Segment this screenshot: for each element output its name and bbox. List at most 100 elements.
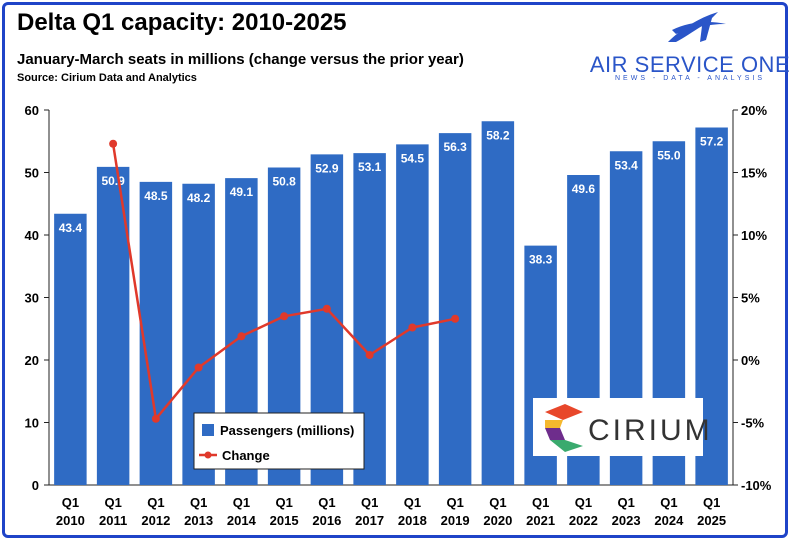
y-tick-label-left-1: 10 bbox=[25, 416, 39, 431]
category-label-year-3: 2013 bbox=[184, 513, 213, 528]
bar-label-2022: 49.6 bbox=[572, 182, 596, 196]
cirium-mark-purple bbox=[545, 428, 565, 440]
change-point-2012 bbox=[151, 414, 160, 423]
category-label-quarter-4: Q1 bbox=[233, 495, 250, 510]
chart-subtitle: January-March seats in millions (change … bbox=[17, 51, 464, 68]
chart-title: Delta Q1 capacity: 2010-2025 bbox=[17, 9, 347, 36]
category-label-year-11: 2021 bbox=[526, 513, 555, 528]
chart-axes: 0 10 20 30 40 50 60 -10% -5% 0% 5% 10% 15% 20% bbox=[25, 103, 772, 493]
legend-box bbox=[193, 412, 365, 470]
aso-swoosh-icon bbox=[672, 22, 726, 34]
bar-2020 bbox=[481, 121, 515, 485]
change-point-2019 bbox=[451, 314, 460, 323]
bar-label-2018: 54.5 bbox=[401, 151, 425, 165]
category-label-year-15: 2025 bbox=[697, 513, 726, 528]
legend: Passengers (millions) Change bbox=[193, 412, 365, 470]
bar-2019 bbox=[438, 133, 472, 485]
y-tick-label-left-3: 30 bbox=[25, 291, 39, 306]
change-point-2017 bbox=[365, 351, 374, 359]
bar-label-2014: 49.1 bbox=[230, 185, 254, 199]
bar-label-2024: 55.0 bbox=[657, 148, 681, 162]
category-label-quarter-9: Q1 bbox=[446, 495, 463, 510]
bar-label-2013: 48.2 bbox=[187, 191, 211, 205]
cirium-brand-name: CIRIUM bbox=[588, 414, 713, 447]
legend-swatch-passengers bbox=[202, 424, 214, 436]
aso-brand-name: AIR SERVICE ONE bbox=[590, 52, 790, 77]
y-tick-label-left-2: 20 bbox=[25, 353, 39, 368]
category-label-quarter-8: Q1 bbox=[404, 495, 421, 510]
y-tick-label-right-5: 15% bbox=[741, 166, 767, 181]
bar-label-2023: 53.4 bbox=[614, 158, 638, 172]
bar-2018 bbox=[396, 144, 429, 485]
y-tick-label-left-0: 0 bbox=[32, 478, 39, 493]
bar-label-2021: 38.3 bbox=[529, 253, 553, 267]
category-label-year-12: 2022 bbox=[569, 513, 598, 528]
bar-label-2016: 52.9 bbox=[315, 161, 339, 175]
y-tick-label-left-5: 50 bbox=[25, 166, 39, 181]
category-label-year-14: 2024 bbox=[654, 513, 684, 528]
y-tick-label-right-3: 5% bbox=[741, 291, 760, 306]
aso-brand-tagline: NEWS - DATA - ANALYSIS bbox=[615, 75, 765, 82]
bar-label-2020: 58.2 bbox=[486, 128, 510, 142]
category-label-quarter-14: Q1 bbox=[660, 495, 677, 510]
category-label-year-9: 2019 bbox=[441, 513, 470, 528]
cirium-mark-yellow bbox=[545, 420, 563, 428]
category-label-year-2: 2012 bbox=[141, 513, 170, 528]
change-point-2018 bbox=[408, 323, 417, 332]
bar-label-2015: 50.8 bbox=[272, 175, 296, 189]
cirium-mark-green bbox=[550, 440, 583, 452]
category-label-year-8: 2018 bbox=[398, 513, 427, 528]
category-label-quarter-7: Q1 bbox=[361, 495, 378, 510]
change-point-2016 bbox=[322, 304, 331, 313]
y-tick-label-right-4: 10% bbox=[741, 228, 767, 243]
legend-label-change: Change bbox=[222, 448, 270, 463]
category-label-quarter-0: Q1 bbox=[62, 495, 79, 510]
category-label-quarter-13: Q1 bbox=[617, 495, 634, 510]
bar-label-2025: 57.2 bbox=[700, 135, 724, 149]
change-line-group bbox=[109, 139, 460, 423]
bar-labels-group: 43.4 50.9 48.5 48.2 49.1 50.8 52.9 53.1 54.5 56.3… bbox=[59, 128, 724, 266]
category-label-quarter-3: Q1 bbox=[190, 495, 207, 510]
category-label-year-0: 2010 bbox=[56, 513, 85, 528]
category-label-quarter-6: Q1 bbox=[318, 495, 335, 510]
category-label-year-5: 2015 bbox=[270, 513, 299, 528]
category-label-quarter-1: Q1 bbox=[104, 495, 121, 510]
category-label-year-10: 2020 bbox=[483, 513, 512, 528]
category-label-quarter-12: Q1 bbox=[575, 495, 592, 510]
bar-2010 bbox=[54, 213, 87, 485]
legend-swatch-change-dot bbox=[204, 451, 212, 459]
category-label-quarter-2: Q1 bbox=[147, 495, 164, 510]
cirium-logo: CIRIUM bbox=[533, 398, 713, 456]
category-label-quarter-10: Q1 bbox=[489, 495, 506, 510]
y-tick-label-right-1: -5% bbox=[741, 416, 765, 431]
y-tick-label-left-4: 40 bbox=[25, 228, 39, 243]
legend-label-passengers: Passengers (millions) bbox=[220, 423, 354, 438]
bar-label-2012: 48.5 bbox=[144, 189, 168, 203]
bar-label-2010: 43.4 bbox=[59, 221, 83, 235]
category-labels-group: Q1 2010 Q1 2011 Q1 2012 Q1 2013 Q1 2014 Q1 2015 Q1 20… bbox=[56, 495, 726, 528]
category-label-quarter-15: Q1 bbox=[703, 495, 720, 510]
y-tick-label-right-6: 20% bbox=[741, 103, 767, 118]
category-label-year-4: 2014 bbox=[227, 513, 257, 528]
bar-2012 bbox=[139, 181, 173, 485]
category-label-year-13: 2023 bbox=[612, 513, 641, 528]
category-label-year-1: 2011 bbox=[99, 513, 127, 528]
category-label-year-7: 2017 bbox=[355, 513, 384, 528]
change-point-2013 bbox=[194, 363, 203, 372]
category-label-year-6: 2016 bbox=[312, 513, 341, 528]
y-tick-label-right-0: -10% bbox=[741, 478, 772, 493]
category-label-quarter-5: Q1 bbox=[275, 495, 292, 510]
change-point-2015 bbox=[280, 312, 289, 321]
air-service-one-logo: AIR SERVICE ONE NEWS - DATA - ANALYSIS bbox=[590, 12, 790, 82]
bar-label-2019: 56.3 bbox=[443, 140, 467, 154]
cirium-mark-red bbox=[545, 404, 583, 420]
change-point-2011 bbox=[109, 139, 118, 148]
chart-source: Source: Cirium Data and Analytics bbox=[17, 72, 197, 84]
change-point-2014 bbox=[237, 332, 246, 341]
bar-label-2017: 53.1 bbox=[358, 160, 382, 174]
y-tick-label-right-2: 0% bbox=[741, 353, 760, 368]
bar-label-2011: 50.9 bbox=[101, 174, 125, 188]
y-tick-label-left-6: 60 bbox=[25, 103, 39, 118]
category-label-quarter-11: Q1 bbox=[532, 495, 549, 510]
